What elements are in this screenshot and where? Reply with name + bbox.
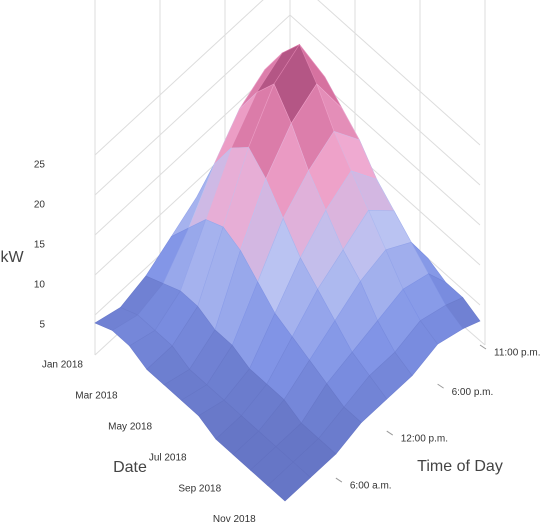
y-tick-label: 11:00 p.m. bbox=[494, 348, 541, 359]
y-tick-label: 12:00 p.m. bbox=[401, 434, 448, 445]
y-tick-label: 6:00 p.m. bbox=[452, 387, 494, 398]
y-tick-label: 6:00 a.m. bbox=[350, 481, 392, 492]
x-tick-label: Sep 2018 bbox=[178, 483, 221, 494]
z-tick-label: 10 bbox=[34, 280, 46, 291]
grid-line bbox=[94, 14, 481, 196]
tick-mark bbox=[479, 344, 487, 350]
z-tick-label: 25 bbox=[34, 160, 46, 171]
z-axis-title: kW bbox=[0, 249, 24, 266]
x-tick-label: Jul 2018 bbox=[149, 452, 187, 463]
z-tick-label: 15 bbox=[34, 240, 46, 251]
x-tick-label: May 2018 bbox=[108, 421, 152, 432]
y-axis-title: Time of Day bbox=[417, 458, 503, 475]
x-tick-label: Mar 2018 bbox=[75, 391, 118, 402]
tick-mark bbox=[335, 477, 343, 483]
x-tick-label: Nov 2018 bbox=[213, 514, 256, 525]
z-tick-label: 20 bbox=[34, 200, 46, 211]
grid-line bbox=[94, 0, 481, 156]
x-tick-label: Jan 2018 bbox=[42, 360, 84, 371]
tick-mark bbox=[386, 430, 394, 436]
tick-mark bbox=[437, 383, 444, 389]
x-axis-title: Date bbox=[113, 459, 147, 476]
surface-cell bbox=[267, 461, 311, 502]
z-tick-label: 5 bbox=[39, 320, 45, 331]
